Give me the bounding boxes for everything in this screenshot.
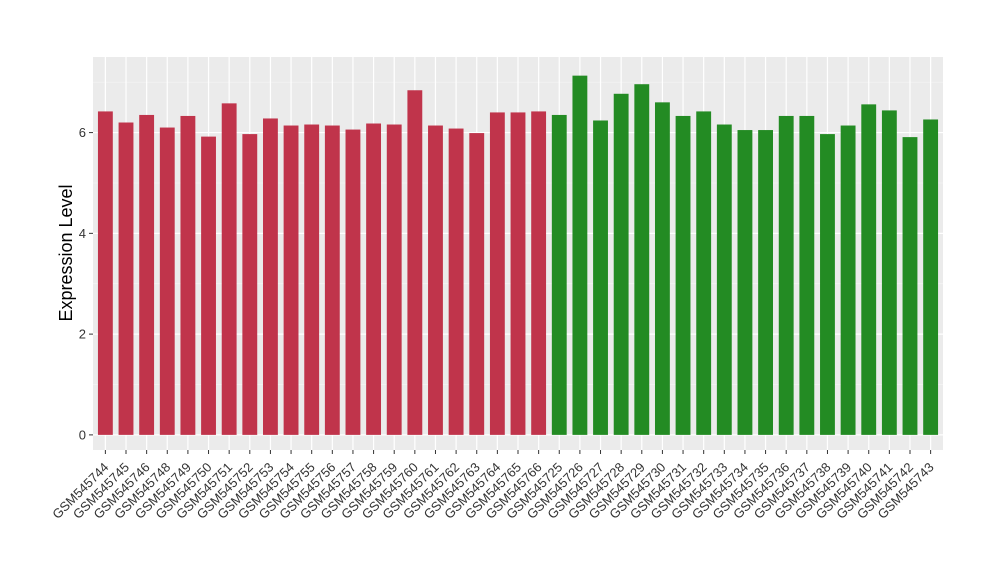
bar-GSM545732: [696, 111, 712, 435]
bar-GSM545763: [469, 133, 485, 435]
bar-GSM545752: [242, 134, 258, 435]
bar-GSM545728: [613, 93, 629, 435]
bar-GSM545753: [263, 118, 278, 435]
bar-GSM545746: [139, 114, 155, 435]
bar-GSM545725: [551, 114, 567, 435]
bar-GSM545742: [902, 137, 918, 435]
y-tick-label: 2: [79, 327, 86, 342]
bar-GSM545765: [510, 112, 526, 435]
bar-GSM545744: [97, 111, 113, 435]
bar-GSM545761: [428, 125, 443, 435]
bar-GSM545762: [448, 128, 464, 435]
bars: [97, 75, 939, 435]
y-axis: 0 2 4 6: [79, 125, 93, 442]
bar-GSM545739: [840, 125, 856, 435]
bar-GSM545735: [758, 130, 773, 435]
bar-GSM545759: [386, 124, 402, 435]
bar-GSM545741: [881, 110, 897, 435]
y-tick-label: 4: [79, 226, 86, 241]
bar-GSM545737: [799, 115, 815, 435]
bar-GSM545760: [407, 90, 423, 435]
bar-GSM545758: [366, 123, 382, 435]
x-axis: GSM545744GSM545745GSM545746GSM545748GSM5…: [49, 450, 937, 522]
bar-GSM545740: [861, 104, 877, 435]
bar-GSM545757: [345, 129, 361, 435]
y-tick-label: 0: [79, 427, 86, 442]
bar-GSM545749: [180, 115, 196, 435]
bar-GSM545748: [159, 127, 175, 435]
bar-GSM545729: [634, 84, 650, 435]
bar-GSM545738: [820, 134, 835, 435]
bar-GSM545766: [531, 111, 547, 435]
bar-GSM545750: [201, 136, 216, 435]
bar-GSM545754: [283, 125, 299, 435]
bar-GSM545726: [572, 75, 588, 435]
bar-GSM545751: [221, 103, 237, 435]
bar-GSM545736: [778, 115, 794, 435]
y-axis-title: Expression Level: [56, 184, 76, 321]
bar-GSM545743: [923, 119, 939, 435]
bar-GSM545730: [654, 102, 670, 435]
bar-GSM545764: [489, 112, 505, 435]
bar-GSM545756: [324, 125, 340, 435]
bar-GSM545755: [304, 124, 320, 435]
y-tick-label: 6: [79, 125, 86, 140]
bar-GSM545727: [593, 120, 608, 435]
bar-GSM545731: [675, 115, 691, 435]
bar-GSM545733: [716, 124, 732, 435]
bar-GSM545745: [118, 122, 134, 435]
bar-GSM545734: [737, 130, 753, 435]
